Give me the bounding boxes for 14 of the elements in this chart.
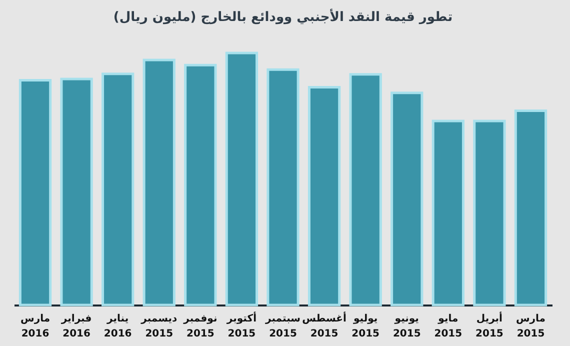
bar (102, 72, 134, 306)
bar (473, 120, 506, 306)
bar (432, 120, 464, 306)
bar (60, 78, 93, 306)
bar (18, 78, 52, 306)
bar (390, 92, 424, 306)
bar (266, 68, 300, 306)
bar (184, 64, 217, 306)
chart-title: تطور قيمة النقد الأجنبي وودائع بالخارج (مليون ريال) (113, 8, 453, 25)
bar (308, 86, 341, 306)
bar (225, 52, 258, 306)
bar (514, 109, 548, 306)
bar (142, 58, 176, 306)
bar (349, 73, 382, 306)
